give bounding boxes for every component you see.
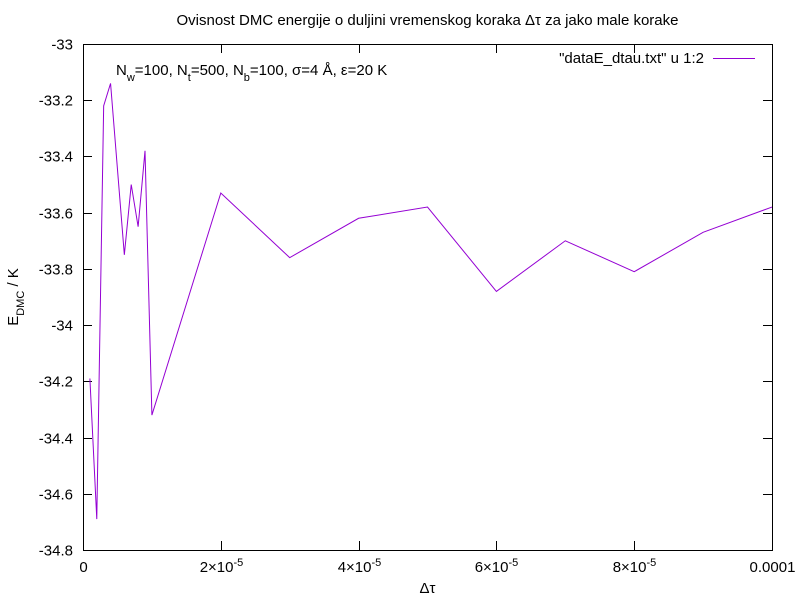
y-tick-label: -34.4 — [39, 431, 73, 448]
y-axis-label: EDMC / K — [5, 268, 27, 326]
x-tick-label: 6×10-5 — [475, 557, 519, 576]
x-tick-label: 4×10-5 — [338, 557, 382, 576]
data-point — [143, 149, 147, 153]
data-point — [770, 205, 774, 209]
y-tick-label: -33.4 — [39, 149, 73, 166]
x-tick-labels: 0 2×10-5 4×10-5 6×10-5 8×10-5 0.0001 — [79, 557, 795, 576]
legend: "dataE_dtau.txt" u 1:2 — [559, 50, 755, 67]
y-tick-label: -33 — [51, 37, 73, 54]
y-tick-label: -34 — [51, 318, 73, 335]
annotation-text: =100, σ=4 Å, ε=20 K — [250, 62, 387, 79]
legend-label: "dataE_dtau.txt" u 1:2 — [559, 50, 704, 67]
annotation-text: =100, N — [135, 62, 188, 79]
y-tick-label: -34.6 — [39, 487, 73, 504]
x-tick-label: 0.0001 — [750, 559, 796, 576]
annotation-subscript: t — [188, 72, 191, 84]
annotation-text: =500, N — [191, 62, 244, 79]
x-tick-label-exponent: -5 — [647, 557, 657, 569]
y-tick-label: -33.8 — [39, 262, 73, 279]
y-tick-label: -34.2 — [39, 374, 73, 391]
y-tick-label: -33.6 — [39, 206, 73, 223]
data-point — [150, 413, 154, 417]
x-tick-label-base: 0.0001 — [750, 559, 796, 576]
data-point — [129, 183, 133, 187]
x-tick-label-exponent: -5 — [372, 557, 382, 569]
y-axis-label-unit: / K — [5, 268, 22, 291]
annotation-subscript: b — [244, 72, 250, 84]
data-point — [109, 81, 113, 85]
annotation-subscript: w — [126, 72, 135, 84]
data-point — [357, 216, 361, 220]
data-point — [95, 517, 99, 521]
x-tick-label: 0 — [79, 559, 87, 576]
data-point — [494, 289, 498, 293]
data-point — [563, 239, 567, 243]
chart-title: Ovisnost DMC energije o duljini vremensk… — [177, 12, 679, 29]
y-axis-label-subscript: DMC — [15, 291, 27, 316]
data-point — [102, 104, 106, 108]
x-tick-label-base: 2×10 — [200, 559, 234, 576]
x-tick-label-base: 6×10 — [475, 559, 509, 576]
tick-marks — [83, 44, 773, 551]
annotation-text: N — [116, 62, 127, 79]
x-tick-label-exponent: -5 — [509, 557, 519, 569]
data-point — [701, 230, 705, 234]
data-point — [88, 377, 92, 381]
data-point — [219, 191, 223, 195]
x-tick-label-base: 8×10 — [613, 559, 647, 576]
data-point — [288, 256, 292, 260]
data-point — [122, 253, 126, 257]
x-tick-label-exponent: -5 — [234, 557, 244, 569]
x-tick-label-base: 0 — [79, 559, 87, 576]
data-point — [136, 225, 140, 229]
data-point — [426, 205, 430, 209]
x-tick-label: 8×10-5 — [613, 557, 657, 576]
y-tick-label: -34.8 — [39, 543, 73, 560]
plot-border — [83, 44, 773, 551]
y-tick-label: -33.2 — [39, 93, 73, 110]
y-tick-labels: -33 -33.2 -33.4 -33.6 -33.8 -34 -34.2 -34.4 -34.… — [39, 37, 73, 560]
y-axis-label-main: E — [5, 316, 22, 326]
data-point — [632, 270, 636, 274]
series-line — [89, 83, 773, 520]
x-axis-label: Δτ — [420, 580, 436, 597]
x-tick-label: 2×10-5 — [200, 557, 244, 576]
parameters-annotation: Nw=100, Nt=500, Nb=100, σ=4 Å, ε=20 K — [116, 62, 387, 84]
x-tick-label-base: 4×10 — [338, 559, 372, 576]
